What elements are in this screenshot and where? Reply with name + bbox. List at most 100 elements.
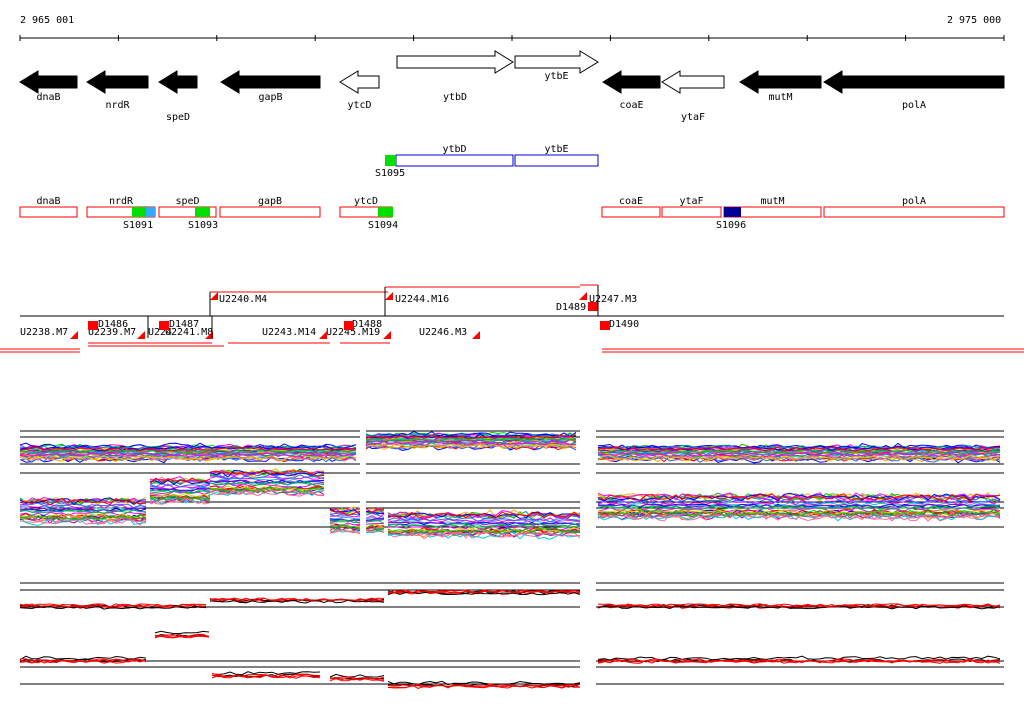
expression-trace [19, 434, 1001, 452]
minus-box-label-ytaF: ytaF [679, 196, 703, 207]
transcript-label-D1489: D1489 [556, 302, 586, 313]
breakpoint-marker [88, 321, 98, 330]
gene-label-polA: polA [902, 100, 926, 111]
transcript-label-D1486: D1486 [98, 319, 128, 330]
gene-arrow-speD [158, 70, 198, 94]
expression-trace [19, 479, 1001, 526]
expression-profiles-upper [19, 420, 1004, 540]
gene-label-ytbD: ytbD [443, 92, 467, 103]
summary-trace [19, 633, 1001, 688]
summary-trace [19, 591, 1001, 610]
transcript-label-U2244.M16: U2244.M16 [395, 294, 449, 305]
gap-marker [580, 578, 596, 690]
transcript-label-D1487: D1487 [169, 319, 199, 330]
expression-trace [19, 469, 1001, 519]
gap-marker [580, 420, 596, 540]
gene-label-dnaB: dnaB [36, 92, 60, 103]
site-marker-S1096 [724, 207, 741, 217]
expression-trace [19, 473, 1001, 523]
minus-strand-box-track: dnaB nrdR speD gapB ytcD coaE ytaF mutM polA S109… [19, 196, 1005, 231]
gene-arrow-ytbD [396, 50, 514, 74]
site-marker-S1094 [378, 207, 393, 217]
transcript-label-U2238.M7: U2238.M7 [20, 327, 68, 338]
gene-label-ytcD: ytcD [347, 100, 371, 111]
site-marker-blue-edge [146, 207, 155, 217]
site-label-S1094: S1094 [368, 220, 398, 231]
plus-box-ytbE [514, 154, 599, 167]
ruler-ticks [19, 35, 1005, 41]
gene-arrow-mutM [739, 70, 822, 94]
transcript-label-D1490: D1490 [609, 319, 639, 330]
plus-box-label-ytbE: ytbE [544, 144, 568, 155]
minus-box-polA [823, 206, 1005, 218]
minus-box-label-speD: speD [175, 196, 199, 207]
minus-box-label-polA: polA [902, 196, 926, 207]
minus-box-dnaB [19, 206, 78, 218]
segment-flag [70, 331, 78, 339]
segment-flag [319, 331, 327, 339]
gene-label-nrdR: nrdR [105, 100, 130, 111]
coordinate-ruler: 2 965 001 2 975 000 [19, 15, 1005, 41]
transcript-label-U2247.M3: U2247.M3 [589, 294, 637, 305]
gene-arrow-track: dnaB nrdR speD gapB ytcD ytbD ytbE coaE ytaF mutM… [19, 50, 1005, 123]
minus-box-label-mutM: mutM [760, 196, 784, 207]
expression-trace [20, 485, 1001, 534]
site-label-S1096: S1096 [716, 220, 746, 231]
minus-box-label-coaE: coaE [619, 196, 643, 207]
transcript-label-U2240.M4: U2240.M4 [219, 294, 267, 305]
segment-flag [579, 292, 587, 300]
expression-profiles-summary [19, 578, 1004, 690]
gene-label-ytaF: ytaF [681, 112, 705, 123]
segment-flag [137, 331, 145, 339]
minus-box-label-ytcD: ytcD [354, 196, 378, 207]
transcript-label-U2243.M14: U2243.M14 [262, 327, 316, 338]
segment-flag [210, 292, 218, 300]
transcript-label-U2241.M8: U2241.M8 [165, 327, 213, 338]
transcript-label-U2245.M19: U2245.M19 [326, 327, 380, 338]
gene-arrow-polA [823, 70, 1005, 94]
expression-trace [19, 482, 1001, 531]
minus-box-coaE [601, 206, 661, 218]
gene-arrow-ytbE [514, 50, 599, 74]
site-label-S1091: S1091 [123, 220, 153, 231]
gene-arrow-dnaB [19, 70, 78, 94]
gene-label-coaE: coaE [619, 100, 643, 111]
breakpoint-marker [588, 302, 598, 311]
gene-label-gapB: gapB [258, 92, 282, 103]
minus-box-label-dnaB: dnaB [36, 196, 60, 207]
summary-trace [19, 589, 1001, 608]
site-marker-S1095 [385, 155, 396, 166]
plus-box-label-ytbD: ytbD [442, 144, 466, 155]
site-marker-S1093 [195, 207, 210, 217]
gap-marker [360, 420, 366, 540]
segment-flag [472, 331, 480, 339]
transcript-label-U2246.M3: U2246.M3 [419, 327, 467, 338]
gene-label-speD: speD [166, 112, 190, 123]
site-label-S1095: S1095 [375, 168, 405, 179]
breakpoint-marker [600, 321, 610, 330]
segment-flag [205, 331, 213, 339]
gene-arrow-nrdR [86, 70, 149, 94]
transcript-label-U2239.M7: U2239.M7 [88, 327, 136, 338]
breakpoint-marker [159, 321, 169, 330]
ruler-end-label: 2 975 000 [947, 15, 1001, 26]
expression-trace [19, 440, 1001, 458]
plus-strand-box-track: ytbD ytbE S1095 [375, 144, 599, 179]
transcript-label-D1488: D1488 [352, 319, 382, 330]
gene-label-ytbE: ytbE [544, 71, 568, 82]
transcript-label-U224: U224 [148, 327, 172, 338]
minus-box-gapB [219, 206, 321, 218]
ruler-start-label: 2 965 001 [20, 15, 74, 26]
site-marker-S1091 [132, 207, 147, 217]
gene-arrow-ytcD [339, 70, 380, 94]
site-label-S1093: S1093 [188, 220, 218, 231]
minus-box-speD [158, 206, 217, 218]
gene-label-mutM: mutM [768, 92, 792, 103]
segment-flag [385, 292, 393, 300]
gene-arrow-ytaF [661, 70, 725, 94]
breakpoint-marker [344, 321, 354, 330]
minus-box-ytaF [661, 206, 722, 218]
expression-trace [19, 481, 1001, 528]
